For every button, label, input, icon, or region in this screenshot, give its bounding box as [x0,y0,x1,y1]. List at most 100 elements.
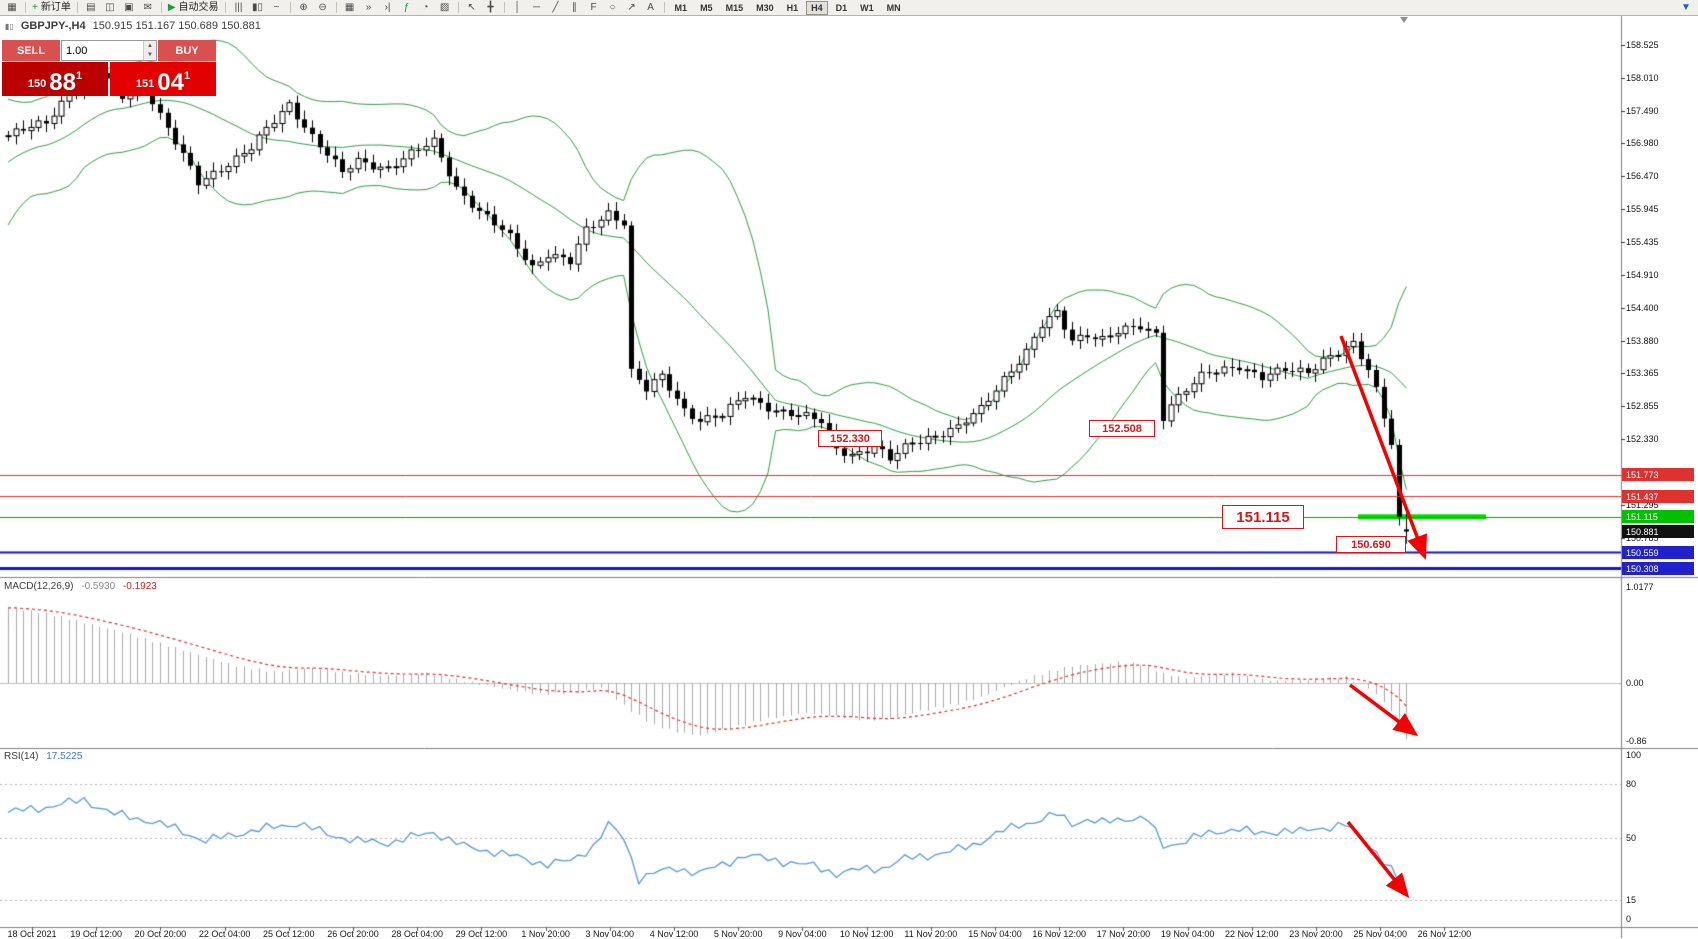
time-axis-label: 19 Oct 12:00 [70,929,122,939]
ask-big-digits: 04 [157,68,184,96]
tile-windows-icon[interactable]: ▦ [341,1,359,15]
price-tag-151-773: 151.773 [1622,468,1694,481]
time-axis-label: 29 Oct 12:00 [455,929,508,939]
indicators-icon[interactable]: ƒ [398,1,416,15]
chart-shift-icon: ›| [384,1,391,13]
cursor-icon: ↖ [467,1,476,13]
toolbar-separator [160,2,162,13]
time-axis-label: 5 Nov 20:00 [713,929,763,939]
macd-value-1: -0.5930 [81,581,116,592]
horizontal-line-icon[interactable]: ─ [528,1,546,15]
price-axis-label: 152.855 [1626,400,1659,411]
price-axis-label: 156.470 [1626,170,1659,181]
time-axis-label: 15 Nov 04:00 [968,929,1022,939]
timeframe-h1[interactable]: H1 [786,2,799,13]
toolbar-left-group: ▦ + 新订单 ▤ ◫ ▣ ✉ ▶ 自动交易 ||| ▮▯ ~ ⊕ ⊖ ▦ » ›| ƒ ◔ ▨ ↖ ╋ │ ─ ╱ ∥ F ○ ↗ A M… [3,0,907,15]
toolbar-separator [224,2,226,13]
timeframe-d1[interactable]: D1 [835,2,848,13]
chart-scroll-icon[interactable]: ▼ [1681,1,1691,13]
toolbar-separator [335,2,337,13]
auto-trading-button: ▶ [167,1,176,13]
price-axis-label: 155.945 [1626,204,1659,215]
price-axis-label: 155.435 [1626,236,1659,247]
mailbox-icon[interactable]: ✉ [139,1,157,15]
rsi-indicator-label: RSI(14) 17.5225 [4,751,82,762]
arrows-icon[interactable]: ↗ [623,1,641,15]
timeframe-w1[interactable]: W1 [860,2,874,13]
candlestick-chart-icon: ▮▯ [252,1,264,13]
time-axis-label: 28 Oct 04:00 [391,929,443,939]
price-axis-label: 151.295 [1626,500,1659,511]
rsi-name: RSI(14) [4,751,39,762]
vertical-line-icon[interactable]: │ [509,1,527,15]
toolbar-separator [25,2,26,13]
navigator-icon[interactable]: ▣ [120,1,138,15]
trendline-icon[interactable]: ╱ [547,1,565,15]
line-chart-icon[interactable]: ~ [268,1,286,15]
chart-shift-icon[interactable]: ›| [379,1,397,15]
toolbar-separator [289,2,291,13]
sell-label: SELL [2,40,60,61]
market-watch-icon[interactable]: ▤ [82,1,100,15]
shapes-icon[interactable]: ○ [604,1,622,15]
text-icon[interactable]: A [642,1,660,15]
timeframe-mn[interactable]: MN [886,2,901,13]
cursor-icon[interactable]: ↖ [463,1,481,15]
crosshair-icon[interactable]: ╋ [482,1,500,15]
templates-icon[interactable]: ▨ [436,1,454,15]
timeframe-m5[interactable]: M5 [700,2,713,13]
volume-down-button[interactable]: ▼ [144,50,156,60]
zoom-in-icon[interactable]: ⊕ [295,1,313,15]
rsi-axis-label: 100 [1626,750,1642,760]
price-label-152330[interactable]: 152.330 [818,430,882,447]
toolbar: ▦ + 新订单 ▤ ◫ ▣ ✉ ▶ 自动交易 ||| ▮▯ ~ ⊕ ⊖ ▦ » ›| ƒ ◔ ▨ ↖ ╋ │ ─ ╱ ∥ F ○ ↗ A M… [0,0,1698,16]
time-axis-label: 26 Nov 12:00 [1417,929,1472,939]
indicators-icon: ƒ [403,1,410,13]
toolbar-separator [663,2,665,13]
macd-axis-label: -0.86 [1626,736,1647,746]
trendline-icon: ╱ [552,1,559,13]
toolbar-separator [76,2,78,13]
buy-quote-button[interactable]: 151 04 1 [110,62,216,96]
bar-chart-icon[interactable]: ||| [230,1,248,15]
timeframe-m30[interactable]: M30 [756,2,774,13]
zoom-out-icon: ⊖ [318,1,327,13]
timeframe-h4[interactable]: H4 [806,0,828,15]
macd-value-2: -0.1923 [122,581,157,592]
time-axis-label: 9 Nov 04:00 [778,929,827,939]
candlestick-chart-icon[interactable]: ▮▯ [249,1,267,15]
price-tag-150-881: 150.881 [1622,525,1694,538]
fibonacci-icon: F [590,1,597,13]
time-axis-label: 10 Nov 12:00 [839,929,894,939]
periods-icon: ◔ [422,1,429,13]
time-axis-label: 11 Nov 20:00 [904,929,958,939]
time-axis-label: 25 Oct 12:00 [263,929,315,939]
zoom-out-icon[interactable]: ⊖ [314,1,332,15]
price-label-151115[interactable]: 151.115 [1222,505,1304,529]
auto-trading-button[interactable]: ▶ 自动交易 [166,1,221,15]
price-label-150690[interactable]: 150.690 [1336,536,1406,553]
time-axis-label: 4 Nov 12:00 [649,929,699,939]
market-watch-icon: ▤ [86,1,96,13]
timeframe-m15[interactable]: M15 [725,2,744,13]
channel-icon[interactable]: ∥ [566,1,584,15]
shapes-icon: ○ [609,1,616,13]
fibonacci-icon[interactable]: F [585,1,603,15]
new-order-button[interactable]: + 新订单 [30,1,73,15]
auto-scroll-icon[interactable]: » [360,1,378,15]
volume-up-button[interactable]: ▲ [144,41,156,51]
terminal-icon[interactable]: ▦ [3,1,21,15]
bar-chart-icon: ||| [234,1,243,13]
sell-quote-button[interactable]: 150 88 1 [2,62,108,96]
timeframe-m1[interactable]: M1 [674,2,688,13]
periods-icon[interactable]: ◔ [417,1,435,15]
volume-input[interactable] [62,41,143,60]
price-tag-151-115: 151.115 [1622,510,1694,523]
price-label-152508[interactable]: 152.508 [1089,420,1155,437]
navigator-icon: ▣ [124,1,134,13]
one-click-trading-panel: SELL ▲ ▼ BUY 150 88 1 151 04 1 [2,40,216,96]
data-window-icon[interactable]: ◫ [101,1,119,15]
time-axis-label: 18 Oct 2021 [7,929,57,939]
time-axis-label: 1 Nov 20:00 [521,929,570,939]
